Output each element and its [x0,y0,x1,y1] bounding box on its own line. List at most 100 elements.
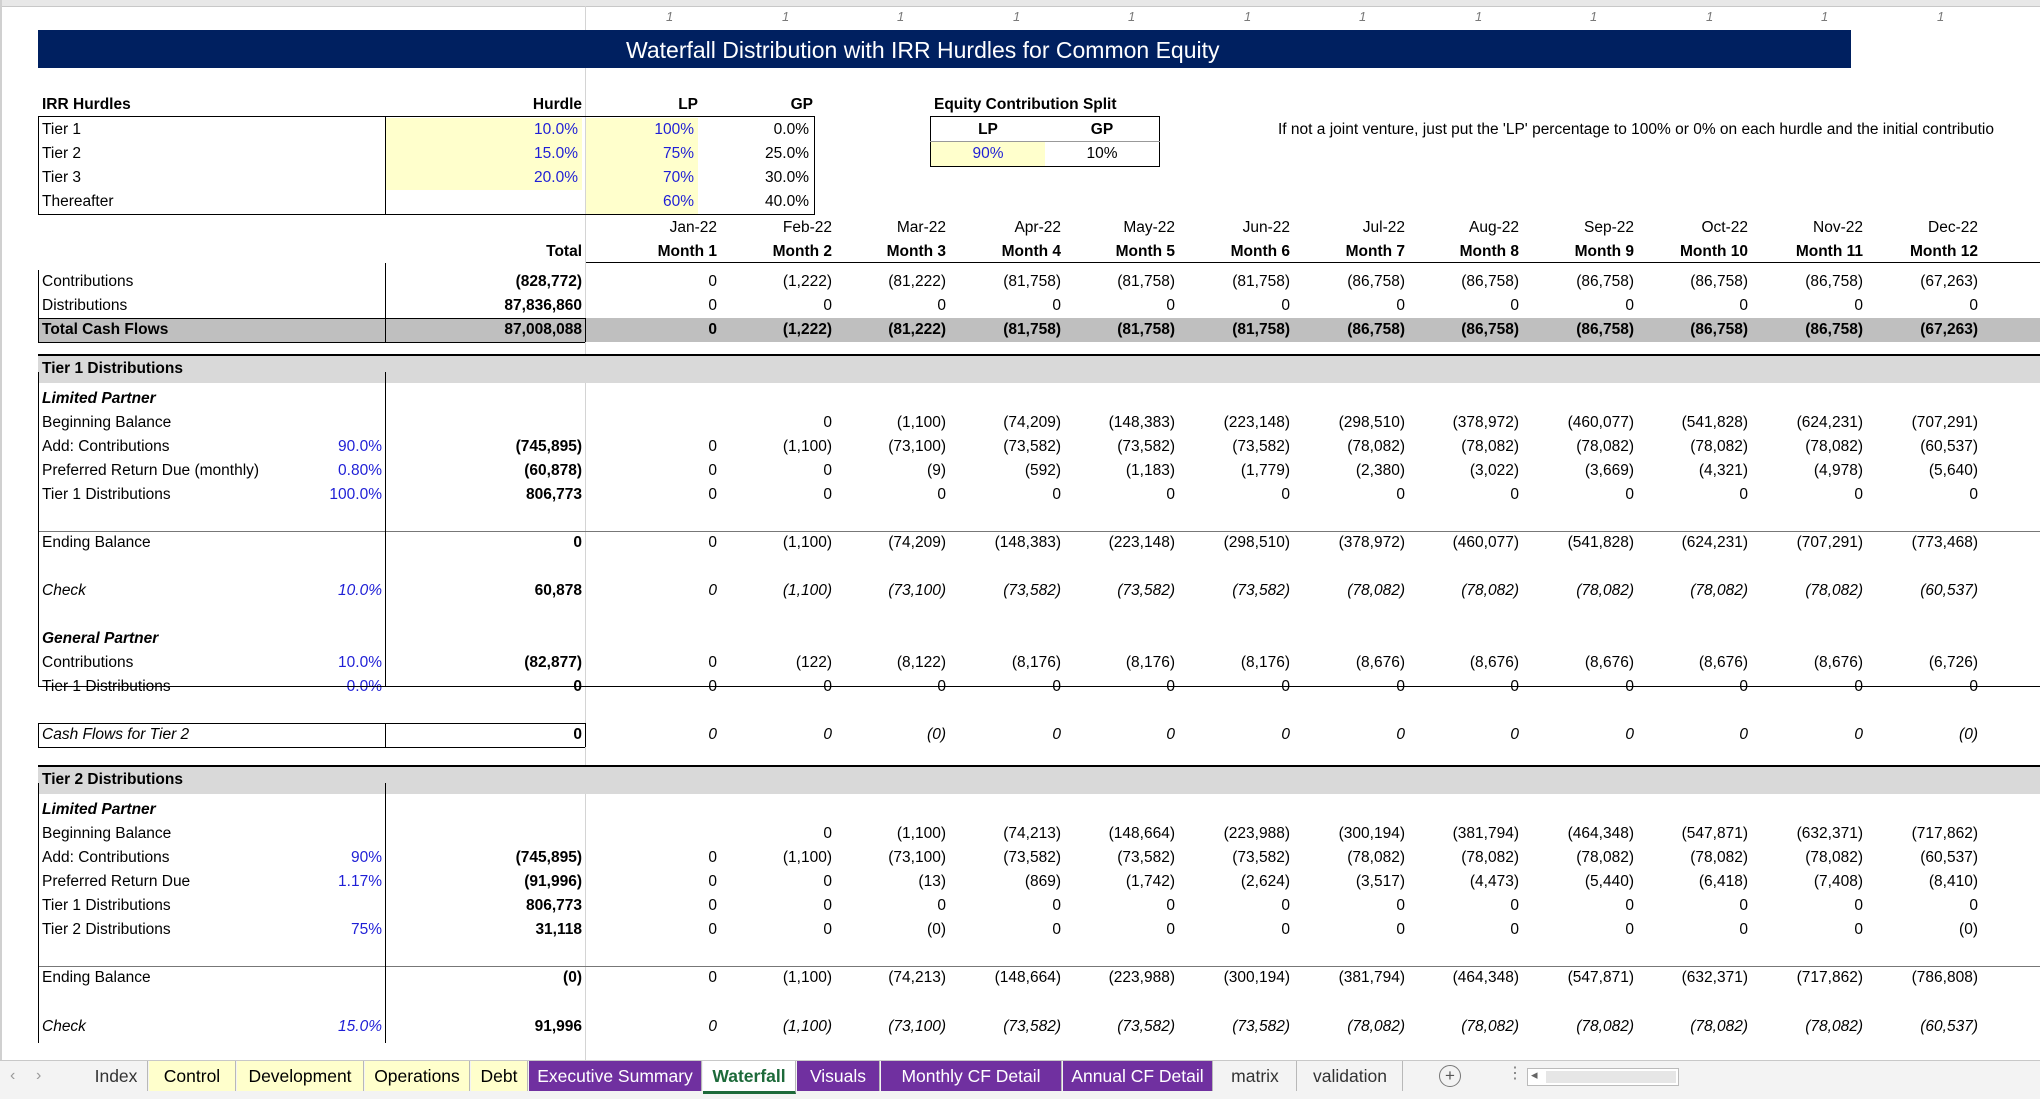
month-value[interactable]: (81,758) [1232,273,1290,290]
month-value[interactable]: (1,222) [782,321,832,338]
month-value[interactable]: (78,082) [1461,438,1519,455]
hurdle-input[interactable]: 20.0% [386,166,582,190]
month-value[interactable]: (869) [1024,873,1061,890]
month-value[interactable]: 0 [937,897,946,914]
month-value[interactable]: (81,758) [1117,273,1175,290]
month-value[interactable]: (86,758) [1805,321,1863,338]
month-value[interactable]: (8,176) [1240,654,1290,671]
month-value[interactable]: (78,082) [1461,1018,1519,1035]
month-value[interactable]: 0 [708,534,717,551]
row-total[interactable]: 87,836,860 [504,297,582,314]
month-value[interactable]: (756 [1985,531,2040,555]
month-value[interactable]: (3,022) [1469,462,1519,479]
month-value[interactable]: (60,537) [1920,582,1978,599]
month-value[interactable]: 0 [1166,897,1175,914]
month-value[interactable]: 0 [1298,675,1405,699]
month-value[interactable]: 0 [1969,486,1978,503]
row-label[interactable]: Check [42,582,86,599]
month-value[interactable]: (73,582) [1003,582,1061,599]
month-value[interactable]: (73,582) [1003,438,1061,455]
lp-share-input[interactable]: 60% [586,190,698,214]
month-value[interactable]: (632,371) [1681,969,1748,986]
month-value[interactable]: 0 [610,675,717,699]
month-value[interactable]: (86,758) [1690,321,1748,338]
sheet-tab-monthly-cf-detail[interactable]: Monthly CF Detail [881,1061,1062,1091]
month-value[interactable]: 0 [1510,921,1519,938]
month-value[interactable]: (381,794) [1338,969,1405,986]
month-value[interactable]: (13) [918,873,946,890]
scrollbar-thumb[interactable] [1546,1071,1676,1083]
row-label[interactable]: Tier 1 Distributions [42,897,171,914]
month-value[interactable]: (0) [927,921,946,938]
row-label[interactable]: Add: Contributions [42,849,170,866]
month-value[interactable]: (73,582) [1003,1018,1061,1035]
month-value[interactable]: (8,176) [1125,654,1175,671]
month-value[interactable]: (1,779) [1240,462,1290,479]
month-value[interactable]: (0) [1959,726,1978,743]
next-sheet-arrow[interactable]: › [36,1067,42,1084]
month-value[interactable]: 0 [708,438,717,455]
row-label[interactable]: Limited Partner [42,801,156,818]
row-label[interactable]: Limited Partner [42,390,156,407]
month-value[interactable]: (73,582) [1003,849,1061,866]
month-value[interactable]: 0 [1510,486,1519,503]
month-value[interactable]: (73,582) [1117,438,1175,455]
month-value[interactable]: 0 [823,297,832,314]
month-value[interactable]: (78,082) [1690,1018,1748,1035]
month-value[interactable]: 0 [708,462,717,479]
month-value[interactable]: (1,100) [782,534,832,551]
row-label[interactable]: Total Cash Flows [42,321,169,338]
month-value[interactable]: 0 [1052,486,1061,503]
row-percent[interactable]: 100.0% [329,486,382,503]
month-value[interactable]: (1,100) [782,849,832,866]
month-value[interactable]: 0 [1625,897,1634,914]
row-total[interactable]: 806,773 [525,897,582,914]
month-value[interactable]: 0 [708,873,717,890]
month-value[interactable]: (223,148) [1108,534,1175,551]
month-value[interactable]: (148,664) [1108,825,1175,842]
row-percent[interactable]: 90% [350,849,382,866]
month-value[interactable]: (4,473) [1469,873,1519,890]
month-value[interactable]: 0 [1166,297,1175,314]
month-value[interactable]: 0 [1871,675,1978,699]
month-value[interactable]: 0 [1183,675,1290,699]
month-value[interactable]: 0 [708,897,717,914]
month-value[interactable]: (1,100) [782,969,832,986]
row-label[interactable]: General Partner [42,630,159,647]
month-value[interactable]: (541,828) [1567,534,1634,551]
month-value[interactable]: 0 [823,726,832,743]
row-percent[interactable]: 0.80% [338,462,382,479]
month-value[interactable]: 0 [823,921,832,938]
month-value[interactable]: (632,371) [1796,825,1863,842]
row-percent[interactable]: 75% [350,921,382,938]
month-value[interactable]: 0 [1854,297,1863,314]
row-total[interactable]: 0 [573,534,582,551]
month-value[interactable]: (148,383) [994,534,1061,551]
month-value[interactable]: 0 [708,849,717,866]
month-value[interactable]: (73,100) [888,849,946,866]
month-value[interactable]: 0 [1854,897,1863,914]
month-value[interactable]: (460,077) [1567,414,1634,431]
row-percent[interactable]: 15.0% [338,1018,382,1035]
month-value[interactable]: (8,676) [1698,654,1748,671]
month-value[interactable]: (8,676) [1584,654,1634,671]
month-value[interactable]: (624,231) [1681,534,1748,551]
month-value[interactable]: 0 [1281,486,1290,503]
month-value[interactable]: (3,669) [1584,462,1634,479]
sheet-tab-validation[interactable]: validation [1298,1061,1403,1091]
month-value[interactable]: (78,082) [1805,438,1863,455]
month-value[interactable]: (74,213) [888,969,946,986]
month-value[interactable]: (73,100) [888,438,946,455]
month-value[interactable]: (86,758) [1461,321,1519,338]
month-value[interactable]: 0 [1281,297,1290,314]
month-value[interactable]: 0 [1854,726,1863,743]
row-total[interactable]: (745,895) [515,849,582,866]
month-value[interactable]: 0 [1854,921,1863,938]
month-value[interactable]: (6,418) [1698,873,1748,890]
month-value[interactable]: 0 [1281,921,1290,938]
month-value[interactable]: 0 [823,486,832,503]
row-label[interactable]: Tier 1 Distributions [42,360,183,377]
month-value[interactable]: 0 [1281,726,1290,743]
row-total[interactable]: 60,878 [534,582,582,599]
month-value[interactable]: 0 [823,825,832,842]
